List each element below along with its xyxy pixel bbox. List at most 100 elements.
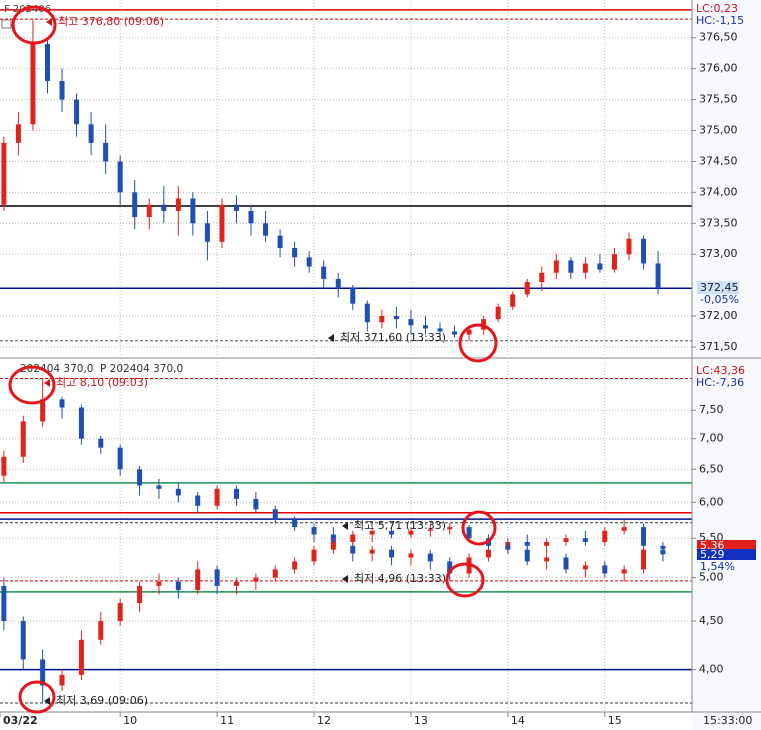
candle-body [40,659,46,686]
y-tick-label: 372,00 [699,309,738,322]
panel-label: F 202406 [4,4,51,15]
candle-body [335,278,341,289]
candle-body [146,204,152,218]
candle-body [204,223,210,242]
candle-body [175,488,181,496]
side-label: HC:-1,15 [696,14,744,27]
candle-body [466,329,472,335]
candle-body [602,565,608,574]
candle-body [505,545,511,550]
annotation-arrow [328,334,334,342]
y-tick-label: 7,00 [699,432,724,445]
annotation: 최고 376,80 (09:06) [58,15,164,28]
candle-body [389,549,395,558]
candle-body [437,328,443,332]
candle-body [132,192,138,218]
candle-body [422,325,428,329]
y-tick-label: 373,50 [699,216,738,229]
circle [11,5,57,45]
candle-body [190,198,196,224]
candle-body [137,469,143,486]
candle-body [292,519,298,528]
candle-body [195,569,201,591]
y-tick-label: 376,50 [699,31,738,44]
candle-body [117,161,123,193]
candle-body [214,569,220,586]
candle-body [408,553,414,558]
annotation-arrow [44,697,50,705]
price-box [697,549,756,560]
candle-body [78,407,84,439]
candle-body [30,43,36,125]
candle-body [117,447,123,470]
y-tick-label: 4,50 [699,614,724,627]
circle [445,562,485,598]
annotation: 최저 371,60 (13:33) [340,331,446,344]
candle-body [40,399,46,422]
x-tick-label: 13 [414,714,428,727]
candle-body [350,545,356,554]
candle-body [277,235,283,249]
candle-body [98,621,104,640]
candle-body [20,621,26,660]
candle-body [408,319,414,326]
candle-body [495,306,501,320]
y-tick-label: 376,00 [699,62,738,75]
candle-body [44,43,50,82]
candle-body [1,142,7,205]
axis-panel [692,0,761,730]
x-tick-label: 12 [317,714,331,727]
candle-body [524,282,530,295]
candle-body [161,204,167,211]
candle-body [306,257,312,267]
x-tick-label: 11 [220,714,234,727]
series-name: P 202404 370,0 [100,363,183,375]
y-tick-label: 374,00 [699,185,738,198]
annotation-arrow [46,18,52,26]
x-tick-label: 15 [608,714,622,727]
candle-body [20,421,26,457]
last-price: 372,45 [700,281,739,294]
time-label: 15:33:00 [703,714,752,727]
candle-body [292,248,298,258]
candle-body [641,238,647,264]
candle-body [582,263,588,273]
candle-body [321,266,327,279]
candle-body [88,124,94,143]
candle-body [393,316,399,320]
candle-body [524,549,530,562]
candle-body [1,585,7,622]
icon [1,19,12,29]
y-tick-label: 375,50 [699,93,738,106]
candle-body [103,142,109,162]
circle [461,510,497,546]
series-name: 202404 370,0 [20,363,93,375]
candle-body [78,639,84,675]
candle-body [272,509,278,520]
y-tick-label: 371,50 [699,340,738,353]
x-tick-label: 14 [511,714,525,727]
candle-body [485,549,491,558]
change-label: 1,54% [700,560,735,573]
x-tick-label: 10 [123,714,137,727]
annotation-arrow [44,379,50,387]
candle-body [641,527,647,546]
candle-body [621,569,627,574]
candle-body [582,565,588,570]
price-box [697,540,756,551]
candle-body [59,674,65,686]
candle-body [447,561,453,574]
annotation-arrow [342,575,348,583]
candle-body [59,399,65,408]
candle-body [219,204,225,242]
candle-body [427,553,433,562]
highlight-circles [8,5,498,714]
price-box [697,281,739,295]
candle-body [117,603,123,622]
annotation: 최고 5,71 (13:33) [354,519,446,532]
change-label: -0,05% [700,293,739,306]
last-price: 5,36 [700,539,725,552]
candle-body [175,198,181,211]
candle-body [641,549,647,570]
